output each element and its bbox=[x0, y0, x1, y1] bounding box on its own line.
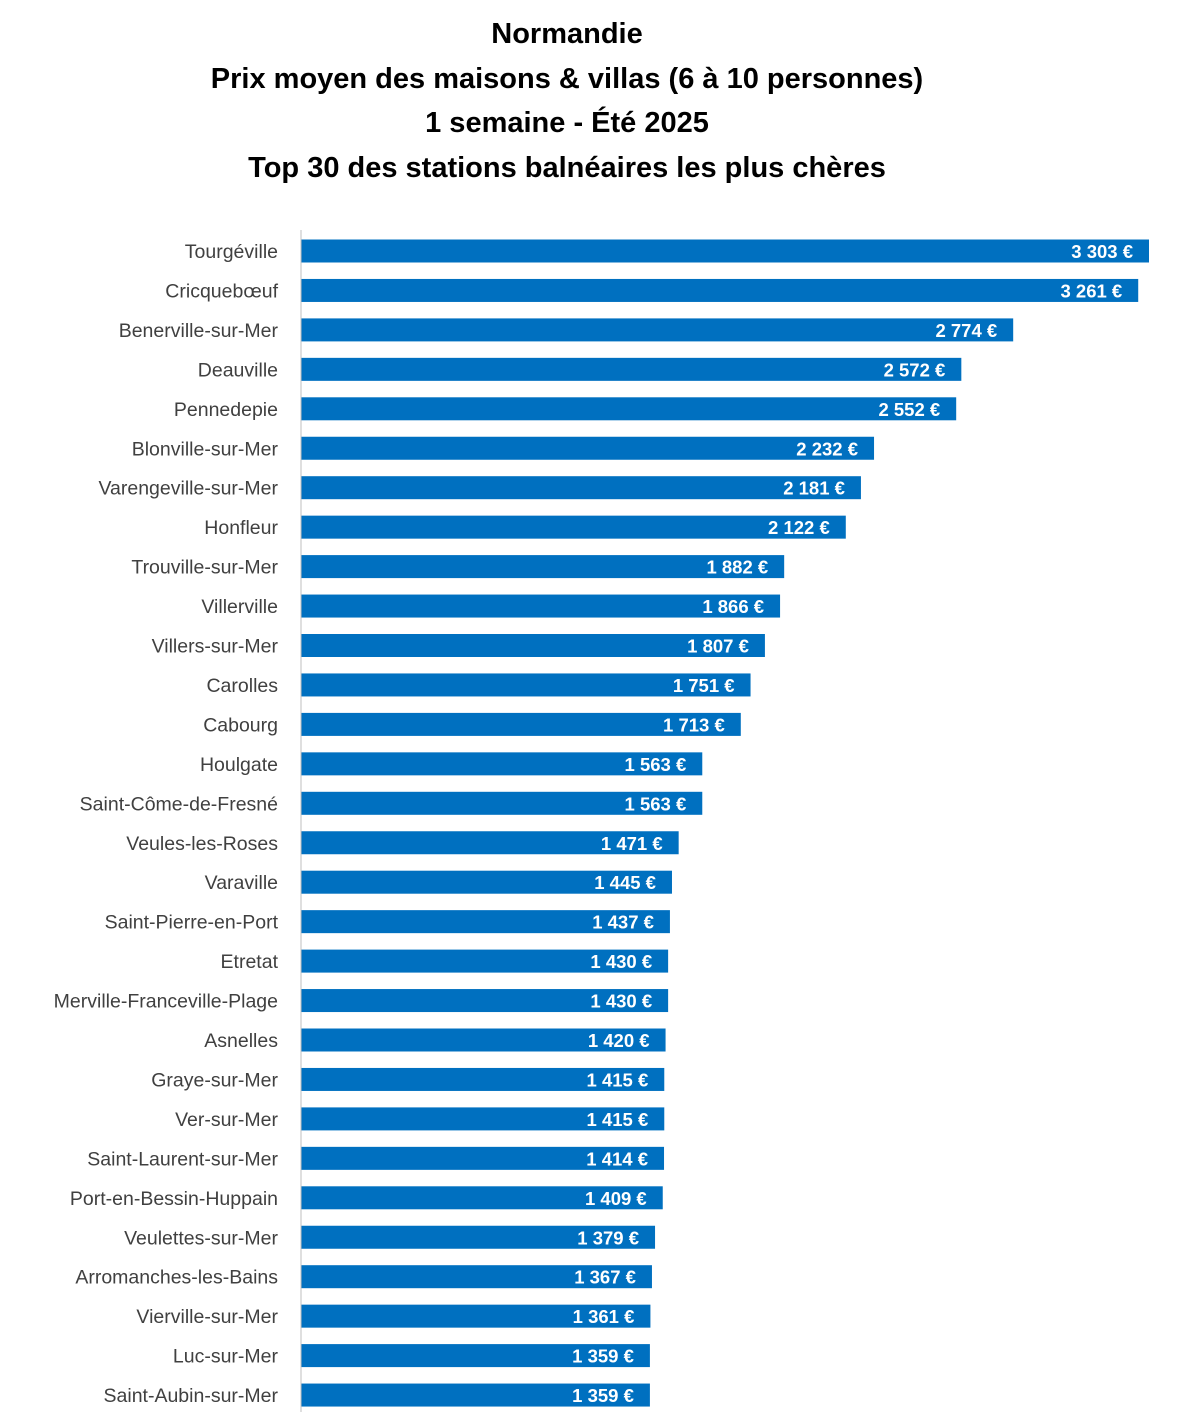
value-label: 1 563 € bbox=[625, 754, 687, 775]
bar bbox=[301, 239, 1149, 263]
category-label: Saint-Pierre-en-Port bbox=[105, 912, 279, 934]
value-label: 1 445 € bbox=[594, 872, 656, 893]
category-label: Merville-Franceville-Plage bbox=[54, 991, 278, 1013]
bar bbox=[301, 1304, 651, 1328]
bar bbox=[301, 1186, 663, 1210]
bar bbox=[301, 594, 781, 618]
bar bbox=[301, 989, 669, 1013]
title-line-subject: Prix moyen des maisons & villas (6 à 10 … bbox=[210, 62, 924, 95]
bar bbox=[301, 476, 861, 500]
category-label: Cabourg bbox=[203, 714, 278, 736]
bar bbox=[301, 318, 1014, 342]
category-label: Veulettes-sur-Mer bbox=[124, 1227, 278, 1249]
value-label: 2 774 € bbox=[935, 320, 997, 341]
chart-title: Normandie Prix moyen des maisons & villa… bbox=[0, 12, 1134, 190]
bar bbox=[301, 357, 962, 381]
bar bbox=[301, 910, 670, 934]
category-label: Houlgate bbox=[200, 754, 278, 776]
value-label: 2 232 € bbox=[796, 438, 858, 459]
category-label: Carolles bbox=[206, 675, 278, 697]
value-label: 1 415 € bbox=[587, 1109, 649, 1130]
bar bbox=[301, 870, 672, 894]
value-label: 1 471 € bbox=[601, 833, 663, 854]
category-label: Etretat bbox=[221, 951, 279, 973]
category-label: Asnelles bbox=[204, 1030, 278, 1052]
category-label: Tourgéville bbox=[185, 241, 278, 263]
value-label: 1 409 € bbox=[585, 1188, 647, 1209]
value-label: 1 430 € bbox=[590, 991, 652, 1012]
bar bbox=[301, 712, 741, 736]
value-label: 1 415 € bbox=[587, 1069, 649, 1090]
category-label: Deauville bbox=[198, 359, 278, 381]
title-line-region: Normandie bbox=[491, 18, 643, 50]
bar bbox=[301, 791, 703, 815]
category-label: Port-en-Bessin-Huppain bbox=[70, 1188, 278, 1210]
value-label: 1 420 € bbox=[588, 1030, 650, 1051]
value-label: 2 552 € bbox=[878, 399, 940, 420]
value-label: 2 122 € bbox=[768, 517, 830, 538]
category-label: Trouville-sur-Mer bbox=[131, 557, 278, 579]
bar bbox=[301, 1265, 652, 1289]
category-label: Villers-sur-Mer bbox=[152, 636, 279, 658]
title-line-period: 1 semaine - Été 2025 bbox=[425, 107, 709, 139]
title-line-ranking: Top 30 des stations balnéaires les plus … bbox=[248, 151, 886, 184]
bar bbox=[301, 1383, 650, 1407]
category-label: Blonville-sur-Mer bbox=[132, 438, 279, 460]
value-label: 1 367 € bbox=[574, 1267, 636, 1288]
value-label: 1 361 € bbox=[573, 1306, 635, 1327]
bar bbox=[301, 1146, 665, 1170]
category-label: Benerville-sur-Mer bbox=[119, 320, 279, 342]
value-label: 1 713 € bbox=[663, 714, 725, 735]
category-label: Saint-Laurent-sur-Mer bbox=[87, 1148, 278, 1170]
bar bbox=[301, 634, 765, 657]
category-label: Saint-Côme-de-Fresné bbox=[80, 793, 278, 815]
bar bbox=[301, 949, 669, 973]
value-label: 2 572 € bbox=[884, 359, 946, 380]
category-label: Ver-sur-Mer bbox=[175, 1109, 278, 1131]
bars-layer: Tourgéville 3 303 € Cricquebœuf 3 261 € Bene… bbox=[54, 239, 1149, 1407]
value-label: 1 866 € bbox=[702, 596, 764, 617]
value-label: 1 563 € bbox=[625, 793, 687, 814]
value-label: 1 414 € bbox=[586, 1148, 648, 1169]
category-label: Arromanches-les-Bains bbox=[75, 1267, 278, 1289]
bar bbox=[301, 752, 703, 776]
category-label: Saint-Aubin-sur-Mer bbox=[104, 1385, 279, 1407]
category-label: Cricquebœuf bbox=[165, 280, 278, 302]
value-label: 2 181 € bbox=[783, 478, 845, 499]
value-label: 1 359 € bbox=[572, 1346, 634, 1367]
bar bbox=[301, 397, 957, 421]
value-label: 1 379 € bbox=[577, 1227, 639, 1248]
bar bbox=[301, 1028, 666, 1052]
category-label: Villerville bbox=[201, 596, 278, 618]
bar bbox=[301, 436, 875, 460]
value-label: 1 807 € bbox=[687, 636, 749, 657]
bar bbox=[301, 831, 679, 855]
value-label: 3 303 € bbox=[1071, 241, 1133, 262]
bar bbox=[301, 278, 1139, 302]
category-label: Graye-sur-Mer bbox=[151, 1069, 278, 1091]
bar bbox=[301, 515, 846, 539]
category-label: Veules-les-Roses bbox=[126, 833, 278, 855]
bar bbox=[301, 1225, 656, 1249]
category-label: Varaville bbox=[205, 872, 278, 894]
category-label: Varengeville-sur-Mer bbox=[98, 478, 278, 500]
category-label: Honfleur bbox=[204, 517, 278, 539]
value-label: 3 261 € bbox=[1060, 280, 1122, 301]
bar bbox=[301, 1344, 650, 1368]
value-label: 1 359 € bbox=[572, 1385, 634, 1406]
value-label: 1 437 € bbox=[592, 912, 654, 933]
category-label: Vierville-sur-Mer bbox=[136, 1306, 278, 1328]
category-label: Luc-sur-Mer bbox=[173, 1346, 279, 1368]
value-label: 1 430 € bbox=[590, 951, 652, 972]
bar bbox=[301, 673, 751, 697]
bar bbox=[301, 1107, 665, 1131]
value-label: 1 882 € bbox=[706, 557, 768, 578]
bar bbox=[301, 1067, 665, 1091]
value-label: 1 751 € bbox=[673, 675, 735, 696]
bar bbox=[301, 555, 785, 579]
category-label: Pennedepie bbox=[174, 399, 278, 421]
